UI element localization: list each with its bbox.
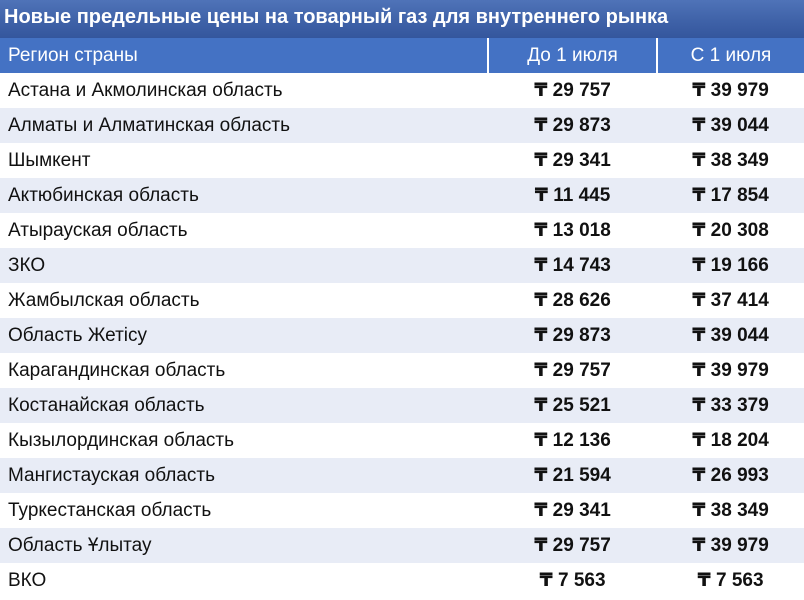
table-row: Костанайская область ₸ 25 521 ₸ 33 379 [0, 388, 804, 423]
region-cell: ЗКО [0, 248, 488, 283]
table-row: Кызылординская область ₸ 12 136 ₸ 18 204 [0, 423, 804, 458]
table-row: Астана и Акмолинская область ₸ 29 757 ₸ 39… [0, 73, 804, 108]
table-row: Мангистауская область ₸ 21 594 ₸ 26 993 [0, 458, 804, 493]
price-before-cell: ₸ 14 743 [488, 248, 657, 283]
table-row: ЗКО ₸ 14 743 ₸ 19 166 [0, 248, 804, 283]
table-row: Карагандинская область ₸ 29 757 ₸ 39 979 [0, 353, 804, 388]
price-before-cell: ₸ 25 521 [488, 388, 657, 423]
price-after-cell: ₸ 19 166 [657, 248, 804, 283]
table-row: Алматы и Алматинская область ₸ 29 873 ₸ 39… [0, 108, 804, 143]
table-row: Область Жетісу ₸ 29 873 ₸ 39 044 [0, 318, 804, 353]
region-cell: Туркестанская область [0, 493, 488, 528]
price-after-cell: ₸ 39 044 [657, 108, 804, 143]
column-header-after-july: С 1 июля [657, 38, 804, 73]
price-after-cell: ₸ 18 204 [657, 423, 804, 458]
column-header-region: Регион страны [0, 38, 489, 73]
region-cell: Мангистауская область [0, 458, 488, 493]
price-before-cell: ₸ 11 445 [488, 178, 657, 213]
region-cell: Карагандинская область [0, 353, 488, 388]
price-after-cell: ₸ 39 044 [657, 318, 804, 353]
price-before-cell: ₸ 7 563 [488, 563, 657, 598]
price-before-cell: ₸ 21 594 [488, 458, 657, 493]
region-cell: ВКО [0, 563, 488, 598]
region-cell: Жамбылская область [0, 283, 488, 318]
price-before-cell: ₸ 29 341 [488, 143, 657, 178]
region-cell: Атырауская область [0, 213, 488, 248]
price-after-cell: ₸ 7 563 [657, 563, 804, 598]
price-after-cell: ₸ 33 379 [657, 388, 804, 423]
region-cell: Алматы и Алматинская область [0, 108, 488, 143]
price-after-cell: ₸ 39 979 [657, 73, 804, 108]
region-cell: Костанайская область [0, 388, 488, 423]
price-after-cell: ₸ 17 854 [657, 178, 804, 213]
price-after-cell: ₸ 39 979 [657, 528, 804, 563]
price-before-cell: ₸ 29 757 [488, 353, 657, 388]
price-before-cell: ₸ 29 873 [488, 108, 657, 143]
price-after-cell: ₸ 26 993 [657, 458, 804, 493]
price-after-cell: ₸ 37 414 [657, 283, 804, 318]
table-row: Атырауская область ₸ 13 018 ₸ 20 308 [0, 213, 804, 248]
document-title: Новые предельные цены на товарный газ дл… [0, 0, 804, 38]
table-row: Шымкент ₸ 29 341 ₸ 38 349 [0, 143, 804, 178]
table-row: Актюбинская область ₸ 11 445 ₸ 17 854 [0, 178, 804, 213]
price-before-cell: ₸ 13 018 [488, 213, 657, 248]
region-cell: Актюбинская область [0, 178, 488, 213]
price-after-cell: ₸ 20 308 [657, 213, 804, 248]
price-before-cell: ₸ 12 136 [488, 423, 657, 458]
column-header-before-july: До 1 июля [488, 38, 658, 73]
price-before-cell: ₸ 29 757 [488, 528, 657, 563]
price-before-cell: ₸ 29 757 [488, 73, 657, 108]
price-before-cell: ₸ 29 873 [488, 318, 657, 353]
price-after-cell: ₸ 39 979 [657, 353, 804, 388]
region-cell: Астана и Акмолинская область [0, 73, 488, 108]
region-cell: Область Ұлытау [0, 528, 488, 563]
table-row: ВКО ₸ 7 563 ₸ 7 563 [0, 563, 804, 598]
price-after-cell: ₸ 38 349 [657, 493, 804, 528]
price-before-cell: ₸ 29 341 [488, 493, 657, 528]
price-after-cell: ₸ 38 349 [657, 143, 804, 178]
price-before-cell: ₸ 28 626 [488, 283, 657, 318]
table-body: Астана и Акмолинская область ₸ 29 757 ₸ 39… [0, 73, 804, 598]
table-row: Жамбылская область ₸ 28 626 ₸ 37 414 [0, 283, 804, 318]
table-row: Область Ұлытау ₸ 29 757 ₸ 39 979 [0, 528, 804, 563]
region-cell: Область Жетісу [0, 318, 488, 353]
table-header-row: Регион страны До 1 июля С 1 июля [0, 38, 804, 73]
region-cell: Шымкент [0, 143, 488, 178]
gas-price-table: Регион страны До 1 июля С 1 июля Астана … [0, 38, 804, 598]
table-row: Туркестанская область ₸ 29 341 ₸ 38 349 [0, 493, 804, 528]
region-cell: Кызылординская область [0, 423, 488, 458]
